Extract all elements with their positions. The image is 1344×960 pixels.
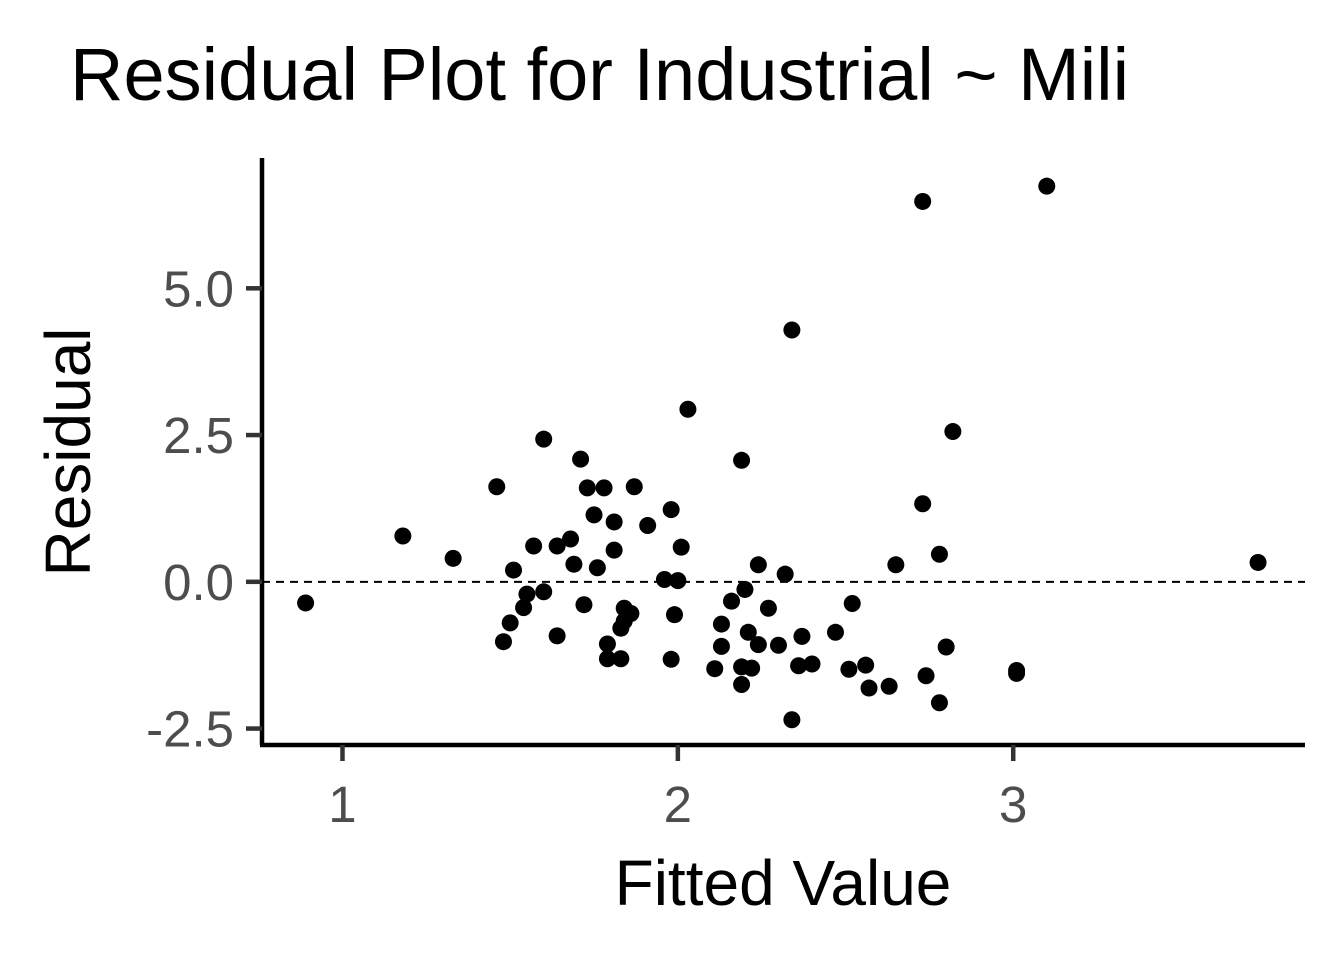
y-tick-label: 2.5	[163, 407, 234, 464]
x-tick-label: 2	[664, 776, 692, 833]
data-point	[843, 595, 861, 613]
data-point	[605, 541, 623, 559]
data-point	[505, 561, 523, 579]
data-point	[666, 606, 684, 624]
data-point	[736, 580, 754, 598]
data-point	[826, 623, 844, 641]
data-point	[679, 400, 697, 418]
data-point	[622, 605, 640, 623]
data-point	[803, 655, 821, 673]
data-point	[887, 556, 905, 574]
y-axis-title: Residual	[32, 327, 104, 576]
data-point	[712, 615, 730, 633]
data-point	[562, 530, 580, 548]
data-point	[548, 537, 566, 555]
data-point	[518, 585, 536, 603]
data-point	[783, 321, 801, 339]
data-points	[297, 177, 1267, 729]
data-point	[625, 478, 643, 496]
x-tick-label: 1	[328, 776, 356, 833]
data-point	[548, 627, 566, 645]
data-point	[880, 677, 898, 695]
data-point	[488, 478, 506, 496]
data-point	[655, 570, 673, 588]
y-axis-ticks: -2.5 0.0 2.5 5.0	[146, 260, 262, 758]
y-tick-label: 0.0	[163, 554, 234, 611]
data-point	[572, 450, 590, 468]
data-point	[394, 527, 412, 545]
data-point	[857, 656, 875, 674]
data-point	[588, 559, 606, 577]
data-point	[494, 633, 512, 651]
y-tick-label: 5.0	[163, 260, 234, 317]
x-tick-label: 3	[999, 776, 1027, 833]
data-point	[525, 537, 543, 555]
data-point	[739, 623, 757, 641]
data-point	[578, 479, 596, 497]
x-axis-ticks: 1 2 3	[328, 745, 1027, 833]
data-point	[595, 479, 613, 497]
x-axis-title: Fitted Value	[615, 847, 952, 919]
data-point	[575, 596, 593, 614]
data-point	[790, 657, 808, 675]
y-tick-label: -2.5	[146, 701, 234, 758]
data-point	[860, 679, 878, 697]
data-point	[612, 650, 630, 668]
data-point	[944, 423, 962, 441]
data-point	[769, 636, 787, 654]
data-point	[712, 637, 730, 655]
data-point	[930, 545, 948, 563]
data-point	[759, 599, 777, 617]
data-point	[840, 660, 858, 678]
data-point	[662, 650, 680, 668]
data-point	[585, 506, 603, 524]
data-point	[501, 614, 519, 632]
data-point	[535, 583, 553, 601]
data-point	[749, 636, 767, 654]
data-point	[669, 572, 687, 590]
data-point	[914, 192, 932, 210]
data-point	[1008, 664, 1026, 682]
data-point	[723, 592, 741, 610]
data-point	[733, 676, 751, 694]
data-point	[605, 513, 623, 531]
data-point	[1249, 553, 1267, 571]
data-point	[749, 556, 767, 574]
data-point	[662, 501, 680, 519]
data-point	[706, 660, 724, 678]
data-point	[639, 516, 657, 534]
data-point	[914, 495, 932, 513]
plot-area: -2.5 0.0 2.5 5.0 1 2 3	[146, 158, 1305, 833]
data-point	[930, 694, 948, 712]
data-point	[1038, 177, 1056, 195]
chart-title: Residual Plot for Industrial ~ Mili	[70, 33, 1129, 116]
data-point	[297, 594, 315, 612]
data-point	[535, 430, 553, 448]
data-point	[672, 538, 690, 556]
data-point	[776, 565, 794, 583]
data-point	[743, 659, 761, 677]
data-point	[515, 599, 533, 617]
data-point	[598, 650, 616, 668]
data-point	[937, 638, 955, 656]
data-point	[917, 667, 935, 685]
data-point	[733, 451, 751, 469]
data-point	[565, 555, 583, 573]
data-point	[444, 549, 462, 567]
data-point	[783, 711, 801, 729]
data-point	[598, 635, 616, 653]
data-point	[793, 627, 811, 645]
